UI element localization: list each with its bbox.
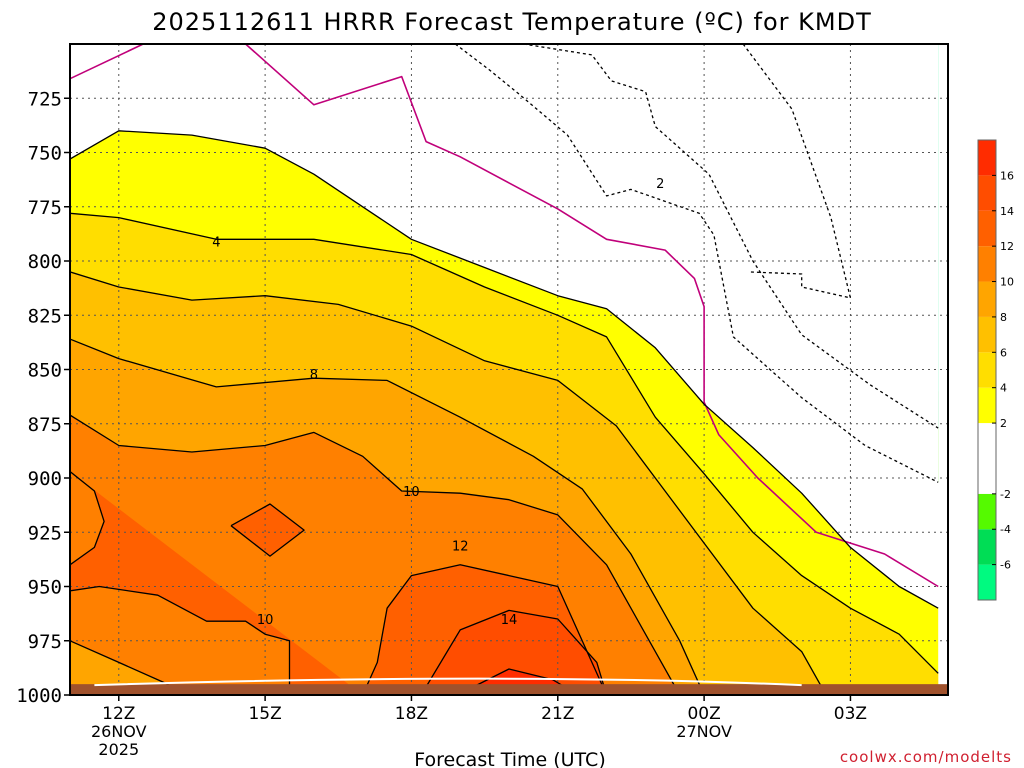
- y-tick-label: 850: [28, 360, 62, 382]
- x-tick-label: 18Z: [395, 704, 428, 724]
- isotherm-10: [70, 585, 291, 695]
- colorbar-frame: [977, 139, 997, 601]
- isotherm-2: [70, 130, 939, 609]
- isotherm-4: [70, 212, 939, 674]
- x-tick-label: 21Z: [541, 704, 574, 724]
- colorbar-bin: [978, 140, 996, 176]
- colorbar-tick-label: 10: [1000, 276, 1014, 289]
- y-tick-label: 775: [28, 197, 62, 219]
- colorbar-tick-label: 12: [1000, 240, 1014, 253]
- y-tick-label: 1000: [16, 685, 62, 707]
- x-tick-label: 12Z: [102, 704, 135, 724]
- isotherm-0: [70, 44, 144, 80]
- y-tick-label: 950: [28, 577, 62, 599]
- colorbar-bin: [978, 175, 996, 211]
- x-date-label: 27NOV: [676, 722, 732, 741]
- y-tick-label: 825: [28, 305, 62, 327]
- contour-label: 10: [257, 613, 274, 628]
- colorbar: -6 -4 -2 2 4 6 8 10 12 14 16: [977, 139, 1014, 601]
- isotherm-8: [70, 338, 705, 695]
- colorbar-bin: [978, 493, 996, 530]
- credit-link[interactable]: coolwx.com/modelts: [839, 748, 1012, 766]
- colorbar-tick-label: 6: [1000, 346, 1007, 359]
- isotherm-6: [70, 271, 827, 695]
- temp-region: [70, 44, 939, 587]
- surface-line: [94, 677, 802, 687]
- isotherm-12: [230, 503, 305, 557]
- contour-labels: 2 4 8 10 12 14 10: [212, 177, 664, 628]
- colorbar-tick-label: 4: [1000, 382, 1007, 395]
- contour-label: 4: [212, 235, 220, 250]
- colorbar-bin: [978, 210, 996, 247]
- isotherm--6: [742, 44, 852, 299]
- grid-lines: [70, 44, 948, 695]
- colorbar-tick-label: -6: [1000, 559, 1011, 572]
- temp-region: [70, 640, 178, 695]
- x-tick-label: 03Z: [834, 704, 867, 724]
- colorbar-bin: [978, 352, 996, 388]
- colorbar-bin: [978, 316, 996, 353]
- y-tick-label: 800: [28, 251, 62, 273]
- isotherm-0: [245, 44, 939, 588]
- y-tick-label: 725: [28, 88, 62, 110]
- temp-region: [231, 504, 305, 557]
- y-tick-label: 975: [28, 631, 62, 653]
- x-axis-label: Forecast Time (UTC): [414, 749, 605, 768]
- colorbar-tick-label: 14: [1000, 205, 1014, 218]
- colorbar-bin: [978, 246, 996, 282]
- isotherm-10: [70, 414, 681, 695]
- contour-label: 10: [403, 485, 420, 500]
- y-tick-label: 925: [28, 522, 62, 544]
- contour-label: 14: [501, 613, 518, 628]
- y-tick-label: 900: [28, 468, 62, 490]
- x-tick-label: 15Z: [248, 704, 281, 724]
- isotherm--4: [523, 44, 939, 429]
- contour-label: 8: [310, 368, 318, 383]
- colorbar-tick-label: 8: [1000, 311, 1007, 324]
- colorbar-bin: [978, 423, 996, 494]
- colorbar-tick-label: 2: [1000, 417, 1007, 430]
- x-tick-label: 00Z: [687, 704, 720, 724]
- plot-area: 2 4 8 10 12 14 10: [70, 44, 948, 695]
- chart-title: 2025112611 HRRR Forecast Temperature (ºC…: [152, 8, 872, 36]
- contour-label: 12: [452, 539, 469, 554]
- x-year-label: 2025: [98, 740, 139, 759]
- colorbar-tick-label: -4: [1000, 523, 1011, 536]
- y-tick-label: 750: [28, 143, 62, 165]
- isotherm-14: [420, 609, 608, 695]
- colorbar-bin: [978, 281, 996, 317]
- isotherm-12: [70, 470, 105, 566]
- temperature-regions: [70, 44, 939, 695]
- colorbar-bin: [978, 564, 996, 600]
- contour-label: 2: [656, 177, 664, 192]
- isotherm--2: [454, 44, 939, 483]
- isotherm-lines: [70, 44, 939, 695]
- y-tick-label: 875: [28, 414, 62, 436]
- ground-layer: [70, 677, 948, 695]
- temp-region: [421, 610, 607, 695]
- colorbar-tick-label: 16: [1000, 169, 1014, 182]
- y-axis: 725 750 775 800 825 850 875 900 925 950 975 1000: [16, 88, 70, 707]
- colorbar-tick-label: -2: [1000, 488, 1011, 501]
- colorbar-bin: [978, 529, 996, 565]
- colorbar-bin: [978, 387, 996, 424]
- isotherm-12: [362, 564, 608, 695]
- ground: [70, 684, 948, 695]
- x-date-label: 26NOV: [91, 722, 147, 741]
